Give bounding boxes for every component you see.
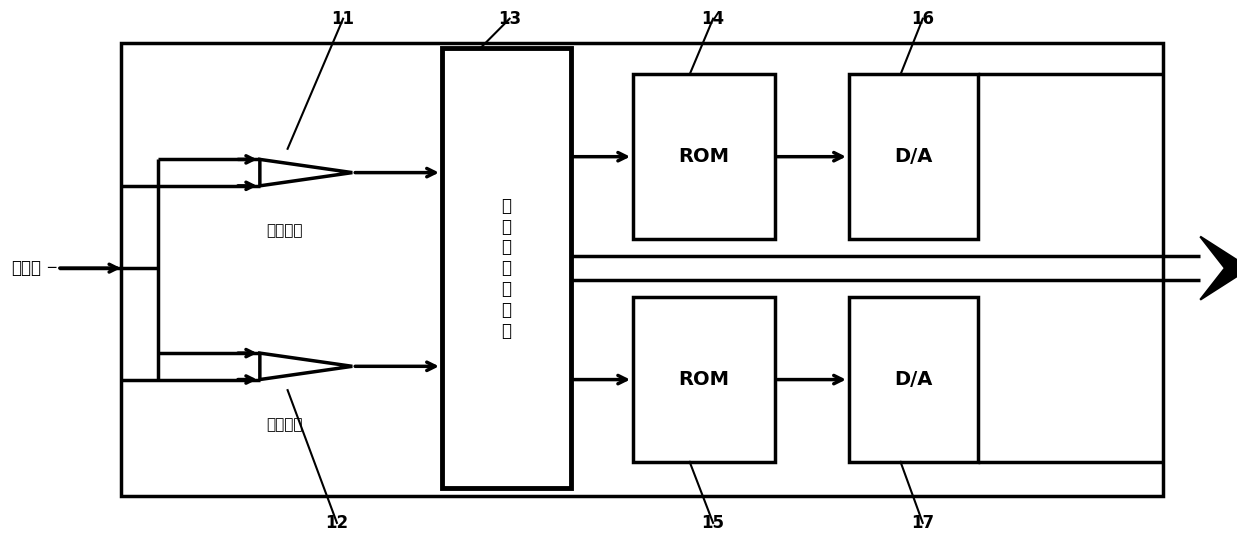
Text: ROM: ROM bbox=[678, 370, 729, 389]
Text: 11: 11 bbox=[331, 10, 355, 28]
Text: 17: 17 bbox=[911, 514, 934, 532]
Bar bbox=[122, 42, 1163, 496]
Text: 第
一
可
逆
计
数
器: 第 一 可 逆 计 数 器 bbox=[501, 197, 512, 339]
Text: ROM: ROM bbox=[678, 147, 729, 166]
Polygon shape bbox=[1200, 237, 1240, 300]
Bar bbox=[632, 297, 775, 462]
Text: 12: 12 bbox=[325, 514, 348, 532]
Text: 15: 15 bbox=[702, 514, 724, 532]
Text: 下比较器: 下比较器 bbox=[267, 417, 303, 432]
Text: 锯齿波: 锯齿波 bbox=[11, 259, 41, 277]
Text: 13: 13 bbox=[498, 10, 521, 28]
Bar bbox=[632, 75, 775, 239]
Text: D/A: D/A bbox=[894, 370, 932, 389]
Text: 上比较器: 上比较器 bbox=[267, 223, 303, 238]
Bar bbox=[441, 48, 572, 488]
Text: 16: 16 bbox=[911, 10, 934, 28]
Text: D/A: D/A bbox=[894, 147, 932, 166]
Text: 14: 14 bbox=[702, 10, 724, 28]
Text: ─: ─ bbox=[47, 261, 56, 275]
Bar bbox=[848, 297, 978, 462]
Bar bbox=[848, 75, 978, 239]
